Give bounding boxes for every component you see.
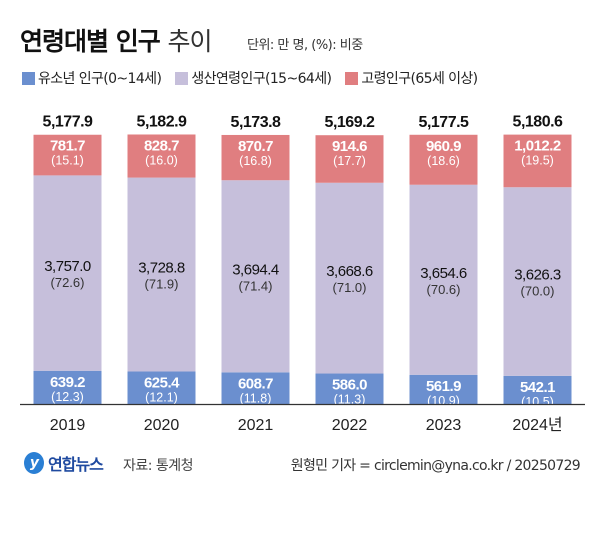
x-tick-label: 2023 <box>426 417 462 434</box>
legend-label: 고령인구(65세 이상) <box>361 71 478 87</box>
value-label: 3,626.3 <box>514 267 561 284</box>
share-label: (71.0) <box>333 280 367 295</box>
share-label: (10.5) <box>521 395 554 409</box>
legend: 유소년 인구(0~14세) 생산연령인구(15~64세) 고령인구(65세 이상… <box>22 68 478 88</box>
share-label: (16.0) <box>145 153 178 167</box>
bar-segment <box>315 135 384 183</box>
x-tick-label: 2020 <box>144 417 180 434</box>
value-label: 3,668.6 <box>326 263 373 280</box>
legend-item-elderly: 고령인구(65세 이상) <box>345 68 478 88</box>
value-label: 828.7 <box>144 137 179 154</box>
bar-segment <box>33 134 102 176</box>
legend-item-working: 생산연령인구(15~64세) <box>175 68 332 88</box>
logo-icon: y <box>24 452 44 474</box>
bar-segment <box>503 187 572 376</box>
value-label: 3,757.0 <box>44 258 91 275</box>
value-label: 870.7 <box>238 138 273 155</box>
share-label: (12.3) <box>51 390 84 404</box>
value-label: 1,012.2 <box>514 138 561 155</box>
chart-title: 연령대별 인구 추이 <box>20 22 212 58</box>
legend-label: 생산연령인구(15~64세) <box>191 71 332 87</box>
share-label: (11.8) <box>240 391 272 405</box>
share-label: (71.9) <box>145 277 179 292</box>
bar-segment <box>315 373 384 404</box>
x-tick-label: 2022 <box>332 417 368 434</box>
share-label: (10.9) <box>427 394 460 408</box>
total-label: 5,169.2 <box>325 114 375 131</box>
share-label: (11.3) <box>334 393 366 407</box>
unit-note: 단위: 만 명, (%): 비중 <box>247 38 363 53</box>
bar-segment <box>127 177 196 372</box>
share-label: (71.4) <box>239 278 273 293</box>
title-bold: 연령대별 인구 <box>20 27 161 56</box>
bar-segment <box>221 372 290 404</box>
x-tick-label: 2024년 <box>512 416 562 434</box>
value-label: 3,654.6 <box>420 265 467 282</box>
value-label: 586.0 <box>332 377 367 394</box>
bar-segment <box>127 371 196 404</box>
share-label: (72.6) <box>51 275 85 290</box>
total-label: 5,182.9 <box>137 113 187 130</box>
value-label: 781.7 <box>50 138 85 155</box>
total-label: 5,173.8 <box>231 114 281 131</box>
legend-swatch <box>345 71 359 85</box>
share-label: (17.7) <box>333 154 366 168</box>
bar-segment <box>503 375 572 404</box>
value-label: 561.9 <box>426 378 461 395</box>
bar-segment <box>409 134 478 185</box>
legend-swatch <box>22 71 35 85</box>
x-tick-label: 2021 <box>238 417 274 434</box>
value-label: 960.9 <box>426 138 461 155</box>
bar-segment <box>33 370 102 404</box>
share-label: (70.6) <box>427 282 461 297</box>
value-label: 542.1 <box>520 379 555 396</box>
title-light: 추이 <box>167 27 212 56</box>
source-note: 자료: 통계청 <box>123 458 194 474</box>
share-label: (18.6) <box>427 154 460 168</box>
share-label: (19.5) <box>521 154 554 168</box>
total-label: 5,177.9 <box>43 114 93 131</box>
total-label: 5,180.6 <box>513 114 563 131</box>
bar-segment <box>315 182 384 374</box>
yonhap-logo: y 연합뉴스 <box>24 451 104 475</box>
share-label: (12.1) <box>145 390 178 404</box>
value-label: 3,694.4 <box>232 261 279 278</box>
share-label: (15.1) <box>51 154 84 168</box>
legend-label: 유소년 인구(0~14세) <box>38 71 162 87</box>
bar-segment <box>127 134 196 178</box>
value-label: 914.6 <box>332 138 367 155</box>
value-label: 608.7 <box>238 375 273 392</box>
legend-item-youth: 유소년 인구(0~14세) <box>22 68 162 88</box>
share-label: (16.8) <box>239 154 272 168</box>
value-label: 639.2 <box>50 374 85 391</box>
share-label: (70.0) <box>521 284 555 299</box>
bar-segment <box>409 374 478 404</box>
bar-segment <box>221 134 290 181</box>
value-label: 625.4 <box>144 374 180 391</box>
bar-segment <box>221 180 290 373</box>
bar-segment <box>409 184 478 375</box>
legend-swatch <box>175 71 189 85</box>
value-label: 3,728.8 <box>138 260 185 277</box>
bar-segment <box>503 134 572 188</box>
x-tick-label: 2019 <box>50 417 86 434</box>
total-label: 5,177.5 <box>419 114 469 131</box>
logo-text: 연합뉴스 <box>48 455 104 474</box>
credit-note: 원형민 기자 = circlemin@yna.co.kr / 20250729 <box>290 458 581 474</box>
bar-segment <box>33 175 102 371</box>
